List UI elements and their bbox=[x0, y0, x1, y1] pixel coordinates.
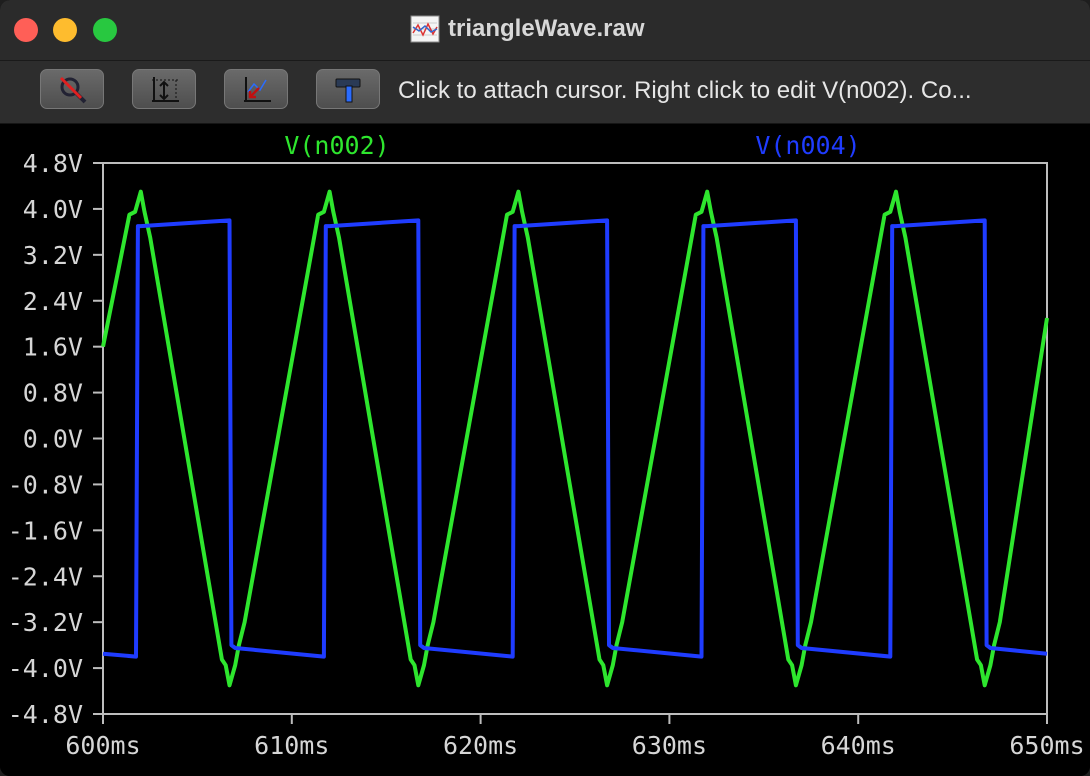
x-tick-label: 640ms bbox=[821, 731, 896, 760]
legend-label[interactable]: V(n004) bbox=[755, 131, 860, 160]
status-message: Click to attach cursor. Right click to e… bbox=[398, 77, 972, 104]
series-line-vn002[interactable] bbox=[101, 189, 1049, 688]
legend-label[interactable]: V(n002) bbox=[284, 131, 389, 160]
series-line-vn004[interactable] bbox=[102, 218, 1048, 659]
y-tick-label: 2.4V bbox=[23, 287, 83, 316]
x-tick-label: 650ms bbox=[1009, 731, 1084, 760]
waveform-chart[interactable]: 4.8V 4.0V 3.2V 2.4V 1.6V 0.8V 0.0V -0.8V -1.6V -2… bbox=[0, 124, 1090, 776]
hammer-icon bbox=[335, 78, 361, 103]
y-tick-label: 3.2V bbox=[23, 241, 83, 270]
title-bar[interactable]: triangleWave.raw bbox=[0, 0, 1090, 61]
x-tick-label: 620ms bbox=[443, 731, 518, 760]
y-tick-label: 1.6V bbox=[23, 333, 83, 362]
waveform-plot[interactable]: 4.8V 4.0V 3.2V 2.4V 1.6V 0.8V 0.0V -0.8V -1.6V -2… bbox=[0, 124, 1090, 776]
y-tick-label: -2.4V bbox=[8, 562, 83, 591]
y-tick-label: 4.8V bbox=[23, 149, 83, 178]
zoom-extents-icon bbox=[244, 77, 271, 102]
zoom-extents-button[interactable] bbox=[224, 69, 288, 109]
waveform-file-icon bbox=[410, 15, 440, 43]
y-tick-label: -0.8V bbox=[8, 470, 83, 499]
toolbar: Click to attach cursor. Right click to e… bbox=[0, 61, 1090, 124]
x-tick-label: 630ms bbox=[632, 731, 707, 760]
y-tick-label: -4.0V bbox=[8, 654, 83, 683]
y-tick-label: -3.2V bbox=[8, 608, 83, 637]
y-tick-label: -4.8V bbox=[8, 700, 83, 729]
y-tick-label: 4.0V bbox=[23, 195, 83, 224]
cursor-off-icon bbox=[59, 76, 87, 104]
x-tick-label: 600ms bbox=[65, 731, 140, 760]
y-tick-label: 0.8V bbox=[23, 379, 83, 408]
window-title-text: triangleWave.raw bbox=[448, 15, 645, 42]
autorange-button[interactable] bbox=[132, 69, 196, 109]
x-tick-label: 610ms bbox=[254, 731, 329, 760]
autorange-icon bbox=[152, 77, 179, 102]
minimize-button[interactable] bbox=[53, 18, 77, 42]
y-tick-label: -1.6V bbox=[8, 516, 83, 545]
maximize-button[interactable] bbox=[93, 18, 117, 42]
close-button[interactable] bbox=[14, 18, 38, 42]
y-tick-label: 0.0V bbox=[23, 425, 83, 454]
window-title: triangleWave.raw bbox=[410, 12, 645, 46]
cursor-off-button[interactable] bbox=[40, 69, 104, 109]
hammer-button[interactable] bbox=[316, 69, 380, 109]
